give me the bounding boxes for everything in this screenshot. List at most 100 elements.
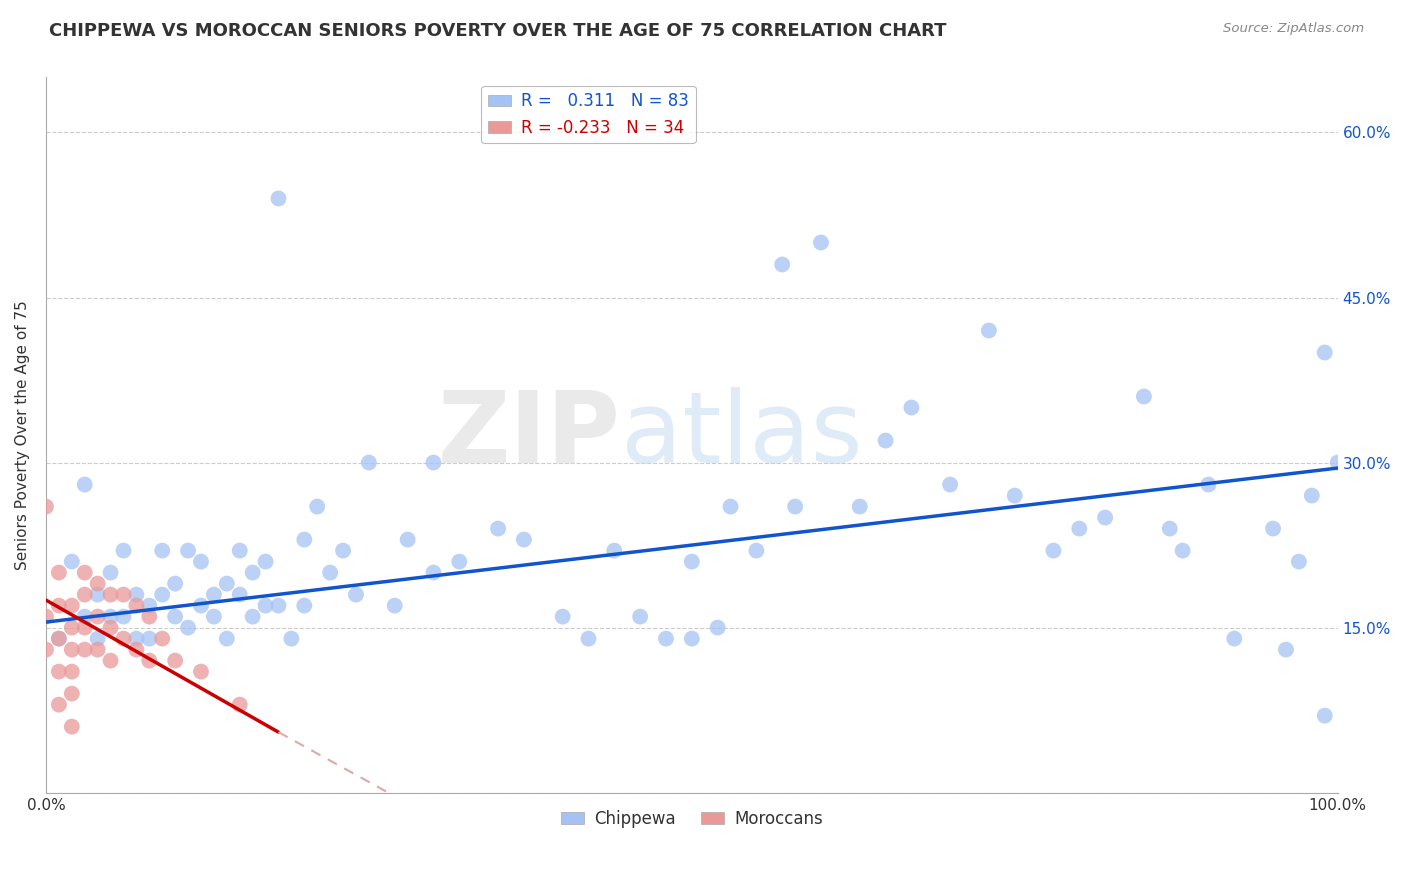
Text: ZIP: ZIP xyxy=(437,386,621,483)
Point xyxy=(100,654,122,668)
Point xyxy=(190,599,212,613)
Point xyxy=(100,621,122,635)
Point xyxy=(681,632,703,646)
Point xyxy=(73,621,96,635)
Point xyxy=(60,665,83,679)
Y-axis label: Seniors Poverty Over the Age of 75: Seniors Poverty Over the Age of 75 xyxy=(15,301,30,570)
Point xyxy=(125,588,148,602)
Point xyxy=(332,543,354,558)
Point xyxy=(48,566,70,580)
Point xyxy=(939,477,962,491)
Point xyxy=(112,543,135,558)
Point xyxy=(35,609,58,624)
Point xyxy=(307,500,329,514)
Point xyxy=(73,588,96,602)
Point xyxy=(202,588,225,602)
Point xyxy=(60,621,83,635)
Point xyxy=(254,555,277,569)
Point xyxy=(73,609,96,624)
Point xyxy=(125,642,148,657)
Point xyxy=(551,609,574,624)
Point xyxy=(422,456,444,470)
Point xyxy=(60,555,83,569)
Legend: Chippewa, Moroccans: Chippewa, Moroccans xyxy=(554,803,830,834)
Point xyxy=(267,192,290,206)
Point xyxy=(48,632,70,646)
Point xyxy=(73,642,96,657)
Point xyxy=(165,576,187,591)
Point xyxy=(86,642,108,657)
Point xyxy=(875,434,897,448)
Point xyxy=(578,632,600,646)
Point xyxy=(48,632,70,646)
Point xyxy=(513,533,536,547)
Point xyxy=(138,599,160,613)
Point xyxy=(292,533,315,547)
Point xyxy=(150,543,173,558)
Point xyxy=(86,576,108,591)
Point xyxy=(1094,510,1116,524)
Point xyxy=(280,632,302,646)
Point xyxy=(150,588,173,602)
Point xyxy=(228,588,250,602)
Point xyxy=(177,621,200,635)
Point xyxy=(449,555,471,569)
Point xyxy=(73,477,96,491)
Point xyxy=(48,698,70,712)
Point xyxy=(165,654,187,668)
Point xyxy=(100,609,122,624)
Point xyxy=(770,258,793,272)
Point xyxy=(1313,708,1336,723)
Point xyxy=(357,456,380,470)
Point xyxy=(60,687,83,701)
Point xyxy=(150,632,173,646)
Point xyxy=(138,654,160,668)
Point xyxy=(396,533,419,547)
Point xyxy=(202,609,225,624)
Point xyxy=(86,588,108,602)
Point xyxy=(242,566,264,580)
Text: Source: ZipAtlas.com: Source: ZipAtlas.com xyxy=(1223,22,1364,36)
Point xyxy=(112,588,135,602)
Point xyxy=(138,609,160,624)
Point xyxy=(100,566,122,580)
Point xyxy=(242,609,264,624)
Point xyxy=(112,609,135,624)
Point xyxy=(1301,489,1323,503)
Point xyxy=(1261,522,1284,536)
Point xyxy=(1313,345,1336,359)
Point xyxy=(228,698,250,712)
Point xyxy=(977,324,1000,338)
Point xyxy=(628,609,651,624)
Point xyxy=(112,632,135,646)
Point xyxy=(1198,477,1220,491)
Point xyxy=(706,621,728,635)
Point xyxy=(810,235,832,250)
Point xyxy=(848,500,870,514)
Point xyxy=(1223,632,1246,646)
Point xyxy=(190,555,212,569)
Point xyxy=(1171,543,1194,558)
Point xyxy=(228,543,250,558)
Point xyxy=(138,632,160,646)
Point xyxy=(165,609,187,624)
Point xyxy=(125,599,148,613)
Point xyxy=(86,609,108,624)
Point xyxy=(1326,456,1348,470)
Point xyxy=(1004,489,1026,503)
Point xyxy=(254,599,277,613)
Point xyxy=(344,588,367,602)
Point xyxy=(86,632,108,646)
Point xyxy=(900,401,922,415)
Point xyxy=(60,599,83,613)
Point xyxy=(292,599,315,613)
Point xyxy=(1288,555,1310,569)
Point xyxy=(100,588,122,602)
Point xyxy=(60,720,83,734)
Point xyxy=(319,566,342,580)
Point xyxy=(1042,543,1064,558)
Point xyxy=(35,642,58,657)
Point xyxy=(267,599,290,613)
Point xyxy=(125,632,148,646)
Point xyxy=(603,543,626,558)
